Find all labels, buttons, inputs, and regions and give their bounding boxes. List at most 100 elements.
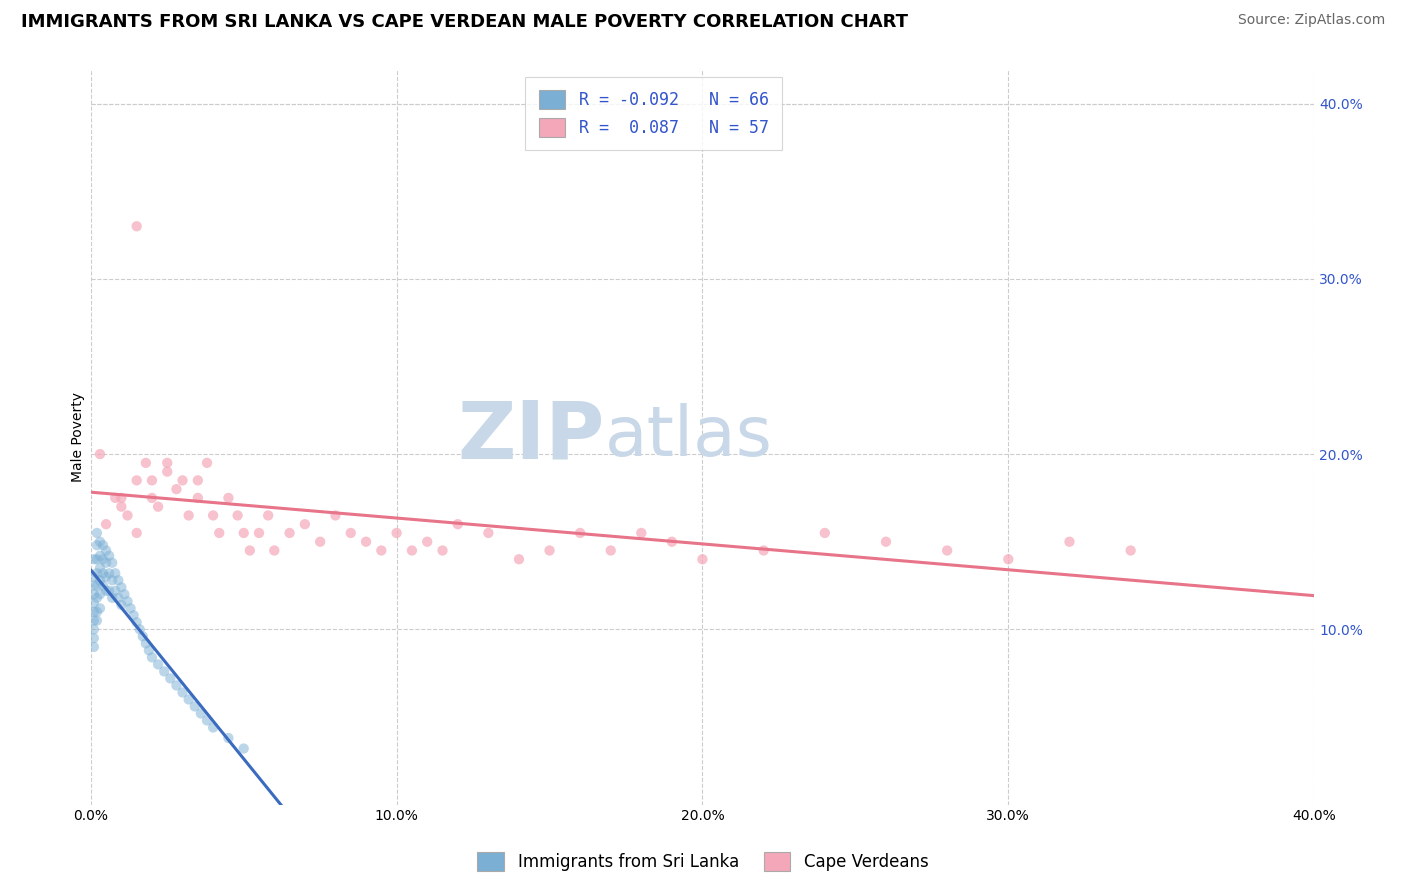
- Point: [416, 534, 439, 549]
- Point: [89, 601, 111, 615]
- Point: [875, 534, 897, 549]
- Point: [385, 525, 408, 540]
- Point: [104, 566, 127, 581]
- Point: [177, 692, 200, 706]
- Point: [156, 456, 179, 470]
- Point: [508, 552, 530, 566]
- Point: [125, 474, 148, 488]
- Point: [107, 574, 129, 588]
- Point: [86, 538, 108, 552]
- Point: [86, 578, 108, 592]
- Point: [159, 672, 181, 686]
- Point: [89, 561, 111, 575]
- Point: [104, 583, 127, 598]
- Point: [156, 465, 179, 479]
- Point: [278, 525, 301, 540]
- Point: [94, 517, 117, 532]
- Point: [814, 525, 837, 540]
- Point: [83, 587, 105, 601]
- Point: [89, 534, 111, 549]
- Point: [432, 543, 454, 558]
- Point: [89, 574, 111, 588]
- Point: [146, 500, 169, 514]
- Point: [401, 543, 423, 558]
- Point: [89, 447, 111, 461]
- Point: [936, 543, 959, 558]
- Point: [692, 552, 714, 566]
- Text: ZIP: ZIP: [457, 398, 605, 475]
- Point: [1059, 534, 1081, 549]
- Point: [83, 578, 105, 592]
- Point: [110, 580, 132, 594]
- Point: [83, 640, 105, 654]
- Point: [187, 474, 209, 488]
- Point: [83, 605, 105, 619]
- Point: [141, 650, 163, 665]
- Point: [153, 665, 176, 679]
- Point: [107, 591, 129, 605]
- Point: [98, 549, 121, 563]
- Point: [997, 552, 1019, 566]
- Point: [86, 605, 108, 619]
- Point: [752, 543, 775, 558]
- Point: [447, 517, 470, 532]
- Point: [247, 525, 270, 540]
- Point: [94, 583, 117, 598]
- Point: [538, 543, 561, 558]
- Point: [477, 525, 499, 540]
- Point: [89, 587, 111, 601]
- Point: [98, 566, 121, 581]
- Point: [190, 706, 212, 721]
- Point: [195, 456, 218, 470]
- Point: [569, 525, 592, 540]
- Point: [110, 500, 132, 514]
- Point: [309, 534, 332, 549]
- Point: [257, 508, 280, 523]
- Point: [83, 552, 105, 566]
- Point: [86, 552, 108, 566]
- Point: [138, 643, 160, 657]
- Point: [226, 508, 249, 523]
- Point: [101, 591, 124, 605]
- Point: [132, 629, 155, 643]
- Text: Source: ZipAtlas.com: Source: ZipAtlas.com: [1237, 13, 1385, 28]
- Point: [83, 631, 105, 645]
- Point: [187, 491, 209, 505]
- Point: [110, 598, 132, 612]
- Point: [91, 538, 114, 552]
- Point: [83, 570, 105, 584]
- Point: [232, 525, 254, 540]
- Point: [217, 491, 239, 505]
- Point: [83, 596, 105, 610]
- Point: [141, 491, 163, 505]
- Point: [294, 517, 316, 532]
- Point: [217, 731, 239, 745]
- Point: [208, 525, 231, 540]
- Point: [135, 636, 157, 650]
- Point: [114, 587, 136, 601]
- Point: [86, 614, 108, 628]
- Point: [94, 556, 117, 570]
- Point: [125, 615, 148, 630]
- Point: [1119, 543, 1142, 558]
- Point: [120, 601, 142, 615]
- Point: [125, 219, 148, 234]
- Point: [339, 525, 361, 540]
- Point: [125, 525, 148, 540]
- Point: [94, 543, 117, 558]
- Y-axis label: Male Poverty: Male Poverty: [72, 392, 86, 482]
- Point: [165, 678, 187, 692]
- Point: [630, 525, 652, 540]
- Point: [325, 508, 347, 523]
- Point: [110, 491, 132, 505]
- Point: [239, 543, 262, 558]
- Point: [177, 508, 200, 523]
- Point: [370, 543, 392, 558]
- Text: atlas: atlas: [605, 403, 772, 470]
- Point: [83, 623, 105, 637]
- Point: [146, 657, 169, 672]
- Point: [86, 525, 108, 540]
- Point: [101, 574, 124, 588]
- Point: [599, 543, 621, 558]
- Point: [101, 556, 124, 570]
